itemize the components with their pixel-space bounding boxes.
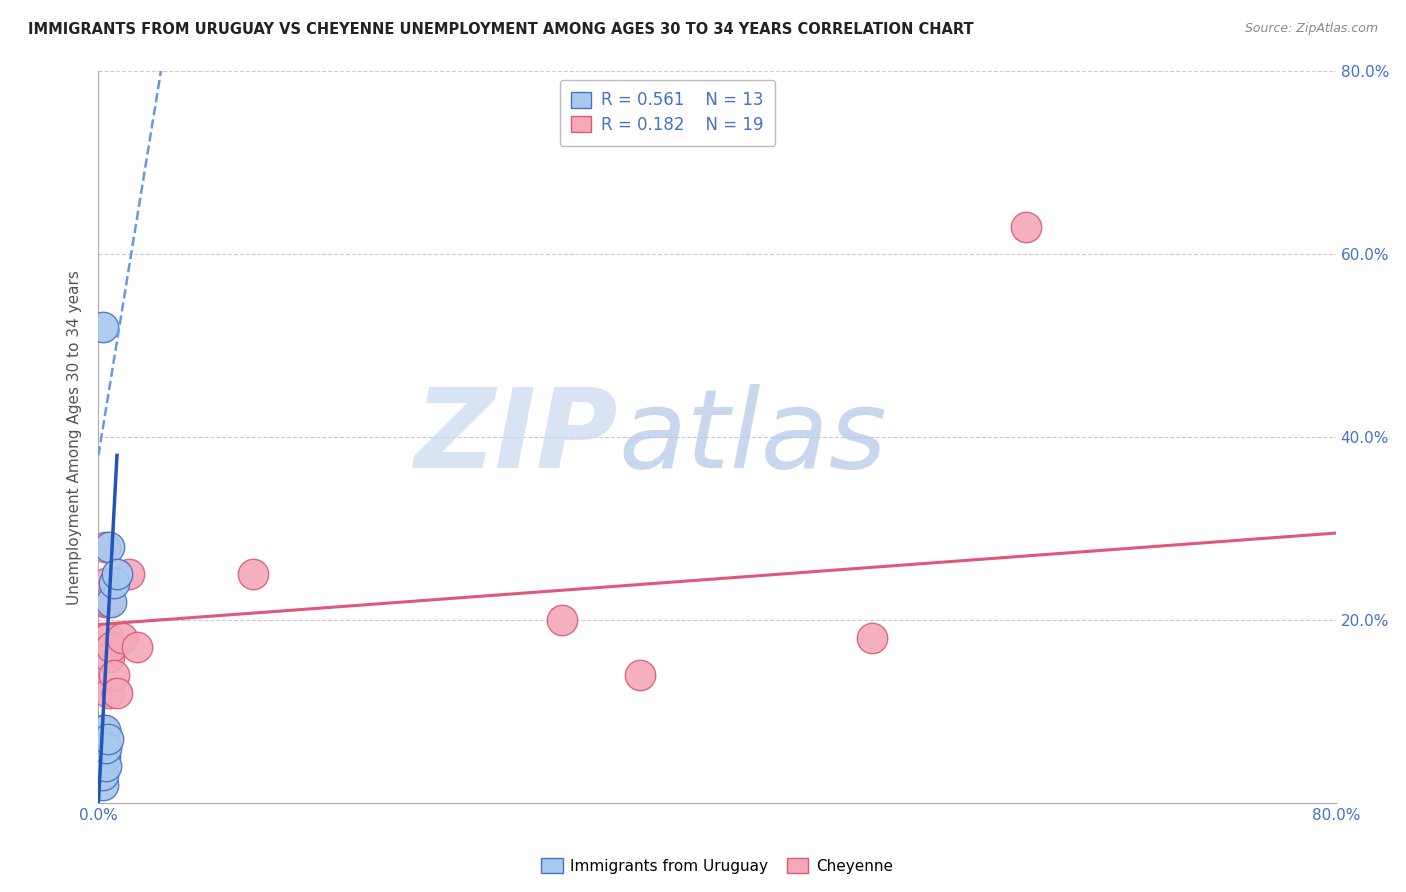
Point xyxy=(93,723,115,737)
Point xyxy=(93,594,115,608)
Point xyxy=(91,320,114,334)
Point xyxy=(551,613,574,627)
Point xyxy=(91,723,114,737)
Point xyxy=(103,576,125,591)
Y-axis label: Unemployment Among Ages 30 to 34 years: Unemployment Among Ages 30 to 34 years xyxy=(67,269,83,605)
Legend: R = 0.561    N = 13, R = 0.182    N = 19: R = 0.561 N = 13, R = 0.182 N = 19 xyxy=(560,79,776,145)
Point xyxy=(93,750,115,764)
Text: IMMIGRANTS FROM URUGUAY VS CHEYENNE UNEMPLOYMENT AMONG AGES 30 TO 34 YEARS CORRE: IMMIGRANTS FROM URUGUAY VS CHEYENNE UNEM… xyxy=(28,22,974,37)
Text: Source: ZipAtlas.com: Source: ZipAtlas.com xyxy=(1244,22,1378,36)
Text: atlas: atlas xyxy=(619,384,887,491)
Point xyxy=(1015,219,1038,234)
Point xyxy=(97,632,120,646)
Point xyxy=(91,768,114,782)
Point xyxy=(91,750,114,764)
Point xyxy=(127,640,149,655)
Point xyxy=(628,667,651,681)
Point xyxy=(97,731,120,746)
Point xyxy=(105,567,128,582)
Point xyxy=(242,567,264,582)
Point xyxy=(100,640,122,655)
Point xyxy=(111,632,134,646)
Point xyxy=(860,632,883,646)
Point xyxy=(96,740,118,755)
Text: ZIP: ZIP xyxy=(415,384,619,491)
Point xyxy=(105,686,128,700)
Legend: Immigrants from Uruguay, Cheyenne: Immigrants from Uruguay, Cheyenne xyxy=(536,852,898,880)
Point xyxy=(91,777,114,792)
Point xyxy=(98,540,121,554)
Point xyxy=(100,594,122,608)
Point xyxy=(118,567,141,582)
Point xyxy=(96,576,118,591)
Point xyxy=(98,686,121,700)
Point xyxy=(93,540,115,554)
Point xyxy=(103,667,125,681)
Point xyxy=(97,594,120,608)
Point xyxy=(98,649,121,664)
Point xyxy=(96,759,118,773)
